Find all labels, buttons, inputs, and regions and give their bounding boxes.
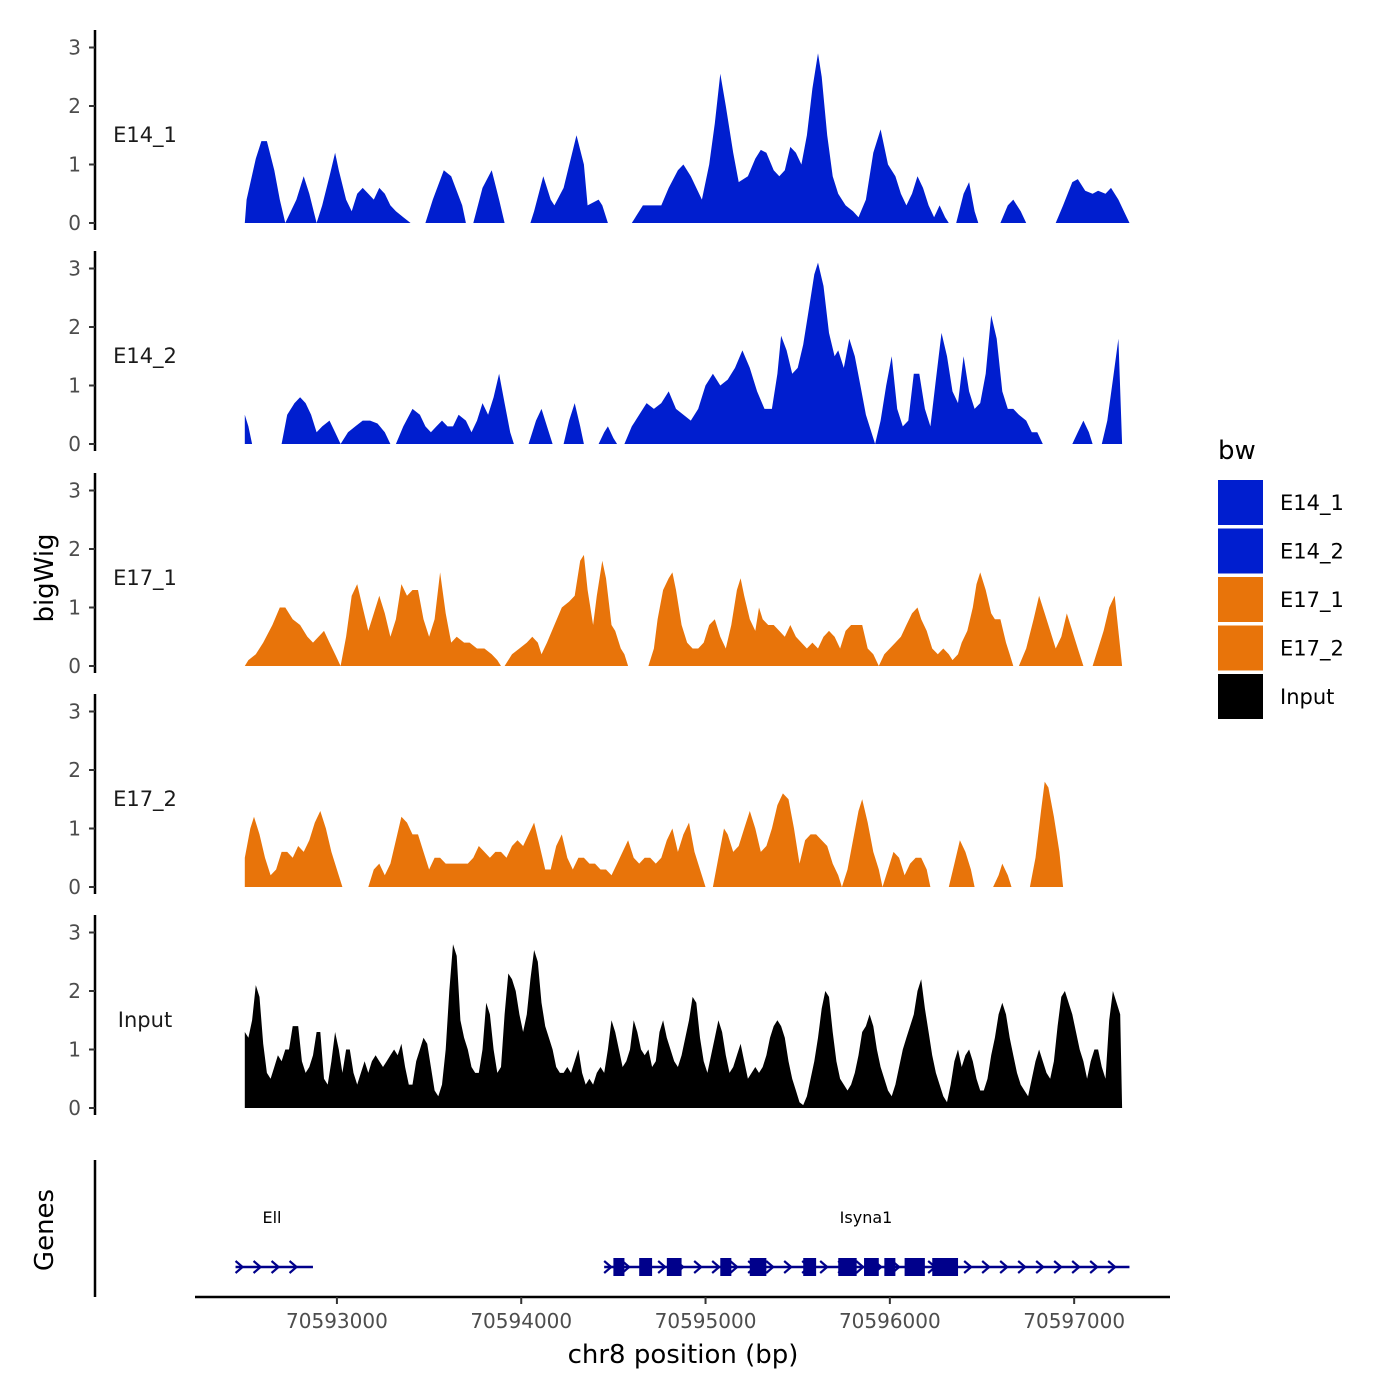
exon [904,1258,925,1276]
legend-label: Input [1280,685,1334,709]
y-tick-label: 2 [68,979,81,1003]
track-label: E17_2 [113,787,177,812]
legend: bw E14_1 E14_2 E17_1 E17_2 Input [1218,436,1344,719]
y-tick-label: 0 [68,432,81,456]
strand-arrow [1035,1260,1045,1274]
strand-arrow [1089,1260,1099,1274]
track-label: E14_1 [113,123,177,148]
exon [639,1258,653,1276]
y-tick-label: 0 [68,211,81,235]
signal-area-E14_2 [244,262,1123,444]
legend-swatch-E14_1 [1218,480,1263,525]
y-tick-label: 2 [68,94,81,118]
x-axis-title: chr8 position (bp) [568,1340,799,1370]
strand-arrow [711,1260,721,1274]
strand-arrow [603,1260,613,1274]
track-E17_1: 0 1 2 3 E17_1 [68,473,1123,678]
strand-arrow [252,1260,263,1274]
y-tick-label: 1 [68,817,81,841]
strand-arrow [621,1260,631,1274]
strand-arrow [693,1260,703,1274]
gene-label: Isyna1 [840,1208,893,1227]
strand-arrow [855,1260,865,1274]
y-tick-label: 2 [68,758,81,782]
legend-label: E17_2 [1280,637,1344,662]
legend-label: E14_2 [1280,540,1344,565]
y-axis-title: bigWig [30,533,60,622]
y-tick-label: 3 [68,257,81,281]
legend-label: E14_1 [1280,491,1344,516]
exon [666,1258,682,1276]
legend-swatch-E17_1 [1218,577,1263,622]
strand-arrow [657,1260,667,1274]
legend-swatch-Input [1218,674,1263,719]
strand-arrow [1107,1260,1117,1274]
track-label: E14_2 [113,344,177,369]
y-tick-label: 0 [68,875,81,899]
y-tick-label: 3 [68,700,81,724]
x-tick-label: 70596000 [839,1309,941,1333]
signal-area-E14_1 [244,53,1130,223]
x-tick-label: 70595000 [655,1309,757,1333]
y-tick-label: 2 [68,315,81,339]
exon [749,1258,767,1276]
y-tick-label: 1 [68,1038,81,1062]
legend-swatch-E14_2 [1218,528,1263,574]
strand-arrow [981,1260,991,1274]
y-tick-label: 3 [68,479,81,503]
strand-arrow [234,1260,245,1274]
track-E14_1: 0 1 2 3 E14_1 [68,30,1130,235]
y-tick-label: 2 [68,537,81,561]
bigwig-tracks: 0 1 2 3 E14_1 0 1 2 3 E14_2 0 1 2 3 E17_1 0 1 2 3 E17_2 0 1 2 3… [68,30,1130,1120]
gene-label: Ell [263,1208,282,1227]
legend-title: bw [1218,436,1256,466]
y-tick-label: 3 [68,36,81,60]
exon [613,1258,625,1276]
y-tick-label: 1 [68,374,81,398]
genes-axis-title: Genes [30,1189,60,1271]
y-tick-label: 0 [68,654,81,678]
strand-arrow [270,1260,281,1274]
exon [884,1258,896,1276]
y-tick-label: 0 [68,1096,81,1120]
track-Input: 0 1 2 3 Input [68,915,1123,1120]
y-tick-label: 3 [68,921,81,945]
signal-area-Input [244,944,1123,1108]
strand-arrow [288,1260,299,1274]
strand-arrow [729,1260,739,1274]
exon [803,1258,817,1276]
strand-arrow [783,1260,793,1274]
exon [932,1258,959,1276]
exon [838,1258,857,1276]
signal-area-E17_1 [244,554,1123,666]
legend-label: E17_1 [1280,588,1344,613]
strand-arrow [819,1260,829,1274]
exon [864,1258,879,1276]
track-label: E17_1 [113,566,177,591]
x-tick-label: 70597000 [1023,1309,1125,1333]
exon [720,1258,732,1276]
y-tick-label: 1 [68,596,81,620]
x-axis: 70593000 70594000 70595000 70596000 70597000 [195,1295,1170,1333]
strand-arrow [1017,1260,1027,1274]
signal-area-E17_2 [244,781,1064,887]
y-tick-label: 1 [68,153,81,177]
strand-arrow [1071,1260,1081,1274]
gene-Isyna1: Isyna1 [603,1208,1130,1276]
track-E14_2: 0 1 2 3 E14_2 [68,251,1123,456]
track-E17_2: 0 1 2 3 E17_2 [68,694,1064,899]
track-label: Input [118,1008,172,1032]
genes-panel: Ell Isyna1 [93,1160,1130,1297]
legend-swatch-E17_2 [1218,625,1263,671]
x-tick-label: 70593000 [286,1309,388,1333]
x-tick-label: 70594000 [470,1309,572,1333]
gene-Ell: Ell [234,1208,313,1274]
strand-arrow [765,1260,775,1274]
strand-arrow [999,1260,1009,1274]
strand-arrow [963,1260,973,1274]
strand-arrow [1053,1260,1063,1274]
